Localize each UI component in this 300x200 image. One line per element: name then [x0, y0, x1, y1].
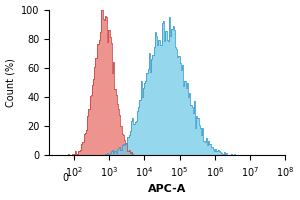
Y-axis label: Count (%): Count (%) [6, 58, 16, 107]
Polygon shape [49, 17, 285, 155]
Text: 0: 0 [62, 173, 68, 183]
X-axis label: APC-A: APC-A [148, 184, 186, 194]
Polygon shape [49, 10, 285, 155]
